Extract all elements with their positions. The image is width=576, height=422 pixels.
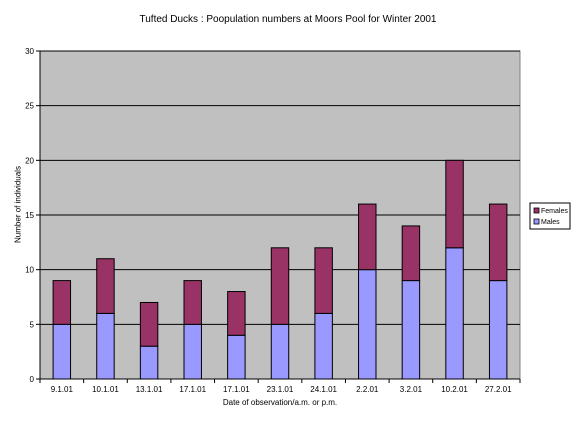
bar-females xyxy=(139,301,159,347)
bar-males xyxy=(488,280,508,380)
y-tick-label: 15 xyxy=(25,211,34,220)
bar-females xyxy=(314,247,333,314)
x-tick-label: 2.2.01 xyxy=(356,385,379,394)
bar-females xyxy=(52,280,72,325)
bar-males xyxy=(227,334,246,380)
bar-males xyxy=(358,269,377,380)
x-tick-label: 27.2.01 xyxy=(485,385,512,394)
x-tick-label: 23.1.01 xyxy=(267,385,294,394)
bar-females xyxy=(183,280,202,325)
x-tick-label: 9.1.01 xyxy=(51,385,74,394)
bar-females xyxy=(445,159,464,249)
bar-males xyxy=(183,323,202,380)
x-axis-label: Date of observation/a.m. or p.m. xyxy=(222,398,338,407)
legend-swatch xyxy=(533,207,540,214)
y-tick-label: 25 xyxy=(25,102,34,111)
x-tick-label: 17.1.01 xyxy=(179,385,206,394)
bar-males xyxy=(96,312,115,380)
x-tick-label: 10.2.01 xyxy=(441,385,468,394)
bar-females xyxy=(270,247,290,325)
x-tick-label: 13.1.01 xyxy=(136,385,163,394)
y-tick-label: 5 xyxy=(30,320,35,329)
y-tick-label: 10 xyxy=(25,266,34,275)
x-tick-label: 3.2.01 xyxy=(400,385,423,394)
y-tick-label: 0 xyxy=(30,375,35,384)
bar-females xyxy=(401,225,421,282)
bar-males xyxy=(401,280,421,380)
x-tick-label: 10.1.01 xyxy=(92,385,119,394)
bar-males xyxy=(314,312,333,380)
legend-label: Females xyxy=(541,208,568,215)
bar-males xyxy=(52,323,72,380)
chart-title: Tufted Ducks : Poopulation numbers at Mo… xyxy=(139,14,437,25)
bar-males xyxy=(139,345,159,380)
x-tick-label: 24.1.01 xyxy=(310,385,337,394)
bar-females xyxy=(96,258,115,314)
y-tick-label: 30 xyxy=(25,47,34,56)
y-tick-label: 20 xyxy=(25,156,34,165)
bar-females xyxy=(488,203,508,282)
bar-females xyxy=(227,291,246,336)
bar-males xyxy=(445,247,464,380)
legend-label: Males xyxy=(541,219,560,226)
bar-females xyxy=(358,203,377,271)
legend-box xyxy=(529,202,571,230)
x-tick-label: 17.1.01 xyxy=(223,385,250,394)
bar-males xyxy=(270,323,290,380)
legend-swatch xyxy=(533,218,540,225)
